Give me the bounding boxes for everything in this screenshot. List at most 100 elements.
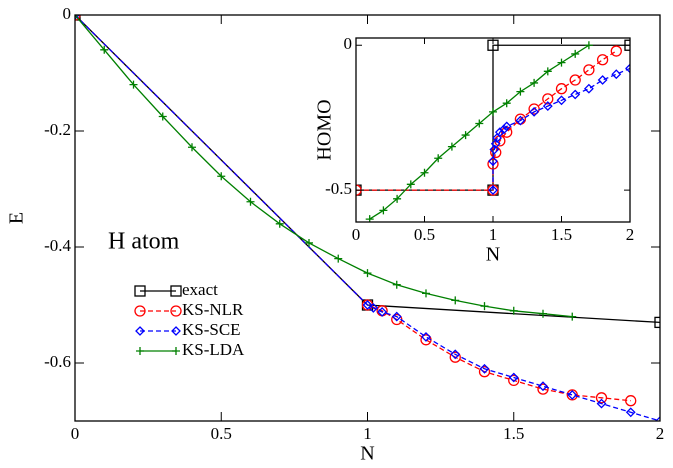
y-tick-label: -0.6 [44,352,71,371]
y-axis-label: E [6,212,28,224]
annotation: H atom [108,229,180,255]
marker [625,63,630,74]
marker [478,366,491,378]
legend-marker [170,285,182,297]
marker [625,407,636,418]
marker [555,83,568,95]
x-tick-label: 0.5 [211,424,232,443]
marker [625,395,637,407]
y-tick-label: 0 [344,34,353,53]
marker [392,280,401,289]
marker [567,389,578,400]
marker [595,392,608,404]
legend-marker [134,285,146,297]
marker [583,83,594,94]
series-line [75,15,660,421]
x-tick-label: 2 [656,424,665,443]
marker [420,168,429,177]
x-tick-label: 0 [71,424,80,443]
marker [494,127,505,138]
legend-marker [136,347,144,355]
legend-marker [135,326,145,336]
marker [568,312,577,321]
y-tick-label: 0 [63,4,72,23]
marker [584,41,593,50]
marker [368,302,379,313]
legend-label: KS-NLR [182,300,244,319]
x-tick-label: 2 [626,225,635,244]
marker [246,197,255,206]
marker [543,67,552,76]
marker [508,374,520,387]
marker [480,302,489,311]
marker [539,309,547,318]
marker [509,306,518,315]
marker [475,119,484,128]
legend-label: KS-SCE [182,320,241,339]
legend-marker [170,305,182,317]
marker [447,142,456,151]
marker [538,381,548,392]
series-line [356,50,617,191]
marker [610,45,622,57]
marker [421,331,431,342]
marker [502,99,511,108]
series-line [75,15,573,318]
marker [654,316,660,329]
marker [487,158,499,170]
legend-marker [171,326,181,336]
marker [461,131,470,140]
marker [489,107,497,116]
marker [450,349,461,360]
x-tick-label: 1 [363,424,372,443]
marker [334,254,343,263]
marker [377,307,388,317]
marker [406,180,415,189]
marker [275,219,284,228]
marker [528,103,540,115]
marker [596,54,609,66]
marker [379,206,388,215]
x-tick-label: 1 [489,225,498,244]
marker [542,101,553,112]
marker [451,296,460,305]
marker [434,154,443,163]
marker [391,311,402,322]
legend-label: exact [182,280,218,299]
marker [488,156,498,167]
marker [566,389,578,401]
marker [489,144,500,155]
marker [449,351,461,363]
legend-marker [134,305,146,317]
marker [129,80,138,89]
marker [422,289,430,298]
y-axis-label: HOMO [314,99,336,160]
x-axis-label: N [486,244,500,266]
marker [596,398,607,409]
marker [508,372,519,383]
x-tick-label: 0.5 [414,225,435,244]
legend-label: KS-LDA [182,340,245,359]
marker [479,363,490,374]
marker [515,115,526,126]
legend-marker [172,347,180,355]
marker [516,87,525,96]
marker [530,78,539,87]
marker [158,112,167,121]
marker [217,172,226,181]
x-tick-label: 0 [352,225,361,244]
marker [537,383,549,395]
marker [499,124,509,135]
marker [100,45,109,54]
marker [571,49,580,58]
marker [583,64,595,76]
marker [542,93,554,105]
y-tick-label: -0.4 [44,236,71,255]
marker [501,121,512,132]
x-tick-label: 1.5 [551,225,572,244]
x-axis-label: N [360,443,374,465]
marker [362,300,373,310]
marker [393,194,402,203]
marker [655,416,660,421]
